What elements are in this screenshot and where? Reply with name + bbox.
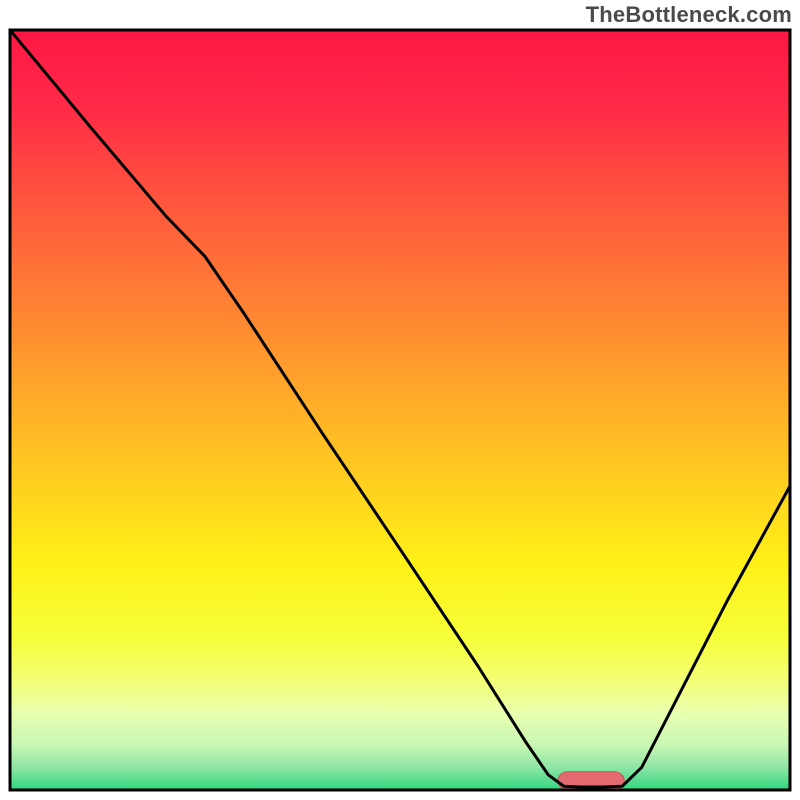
bottleneck-chart	[0, 0, 800, 800]
chart-background	[10, 30, 790, 790]
chart-container: { "watermark": { "text": "TheBottleneck.…	[0, 0, 800, 800]
